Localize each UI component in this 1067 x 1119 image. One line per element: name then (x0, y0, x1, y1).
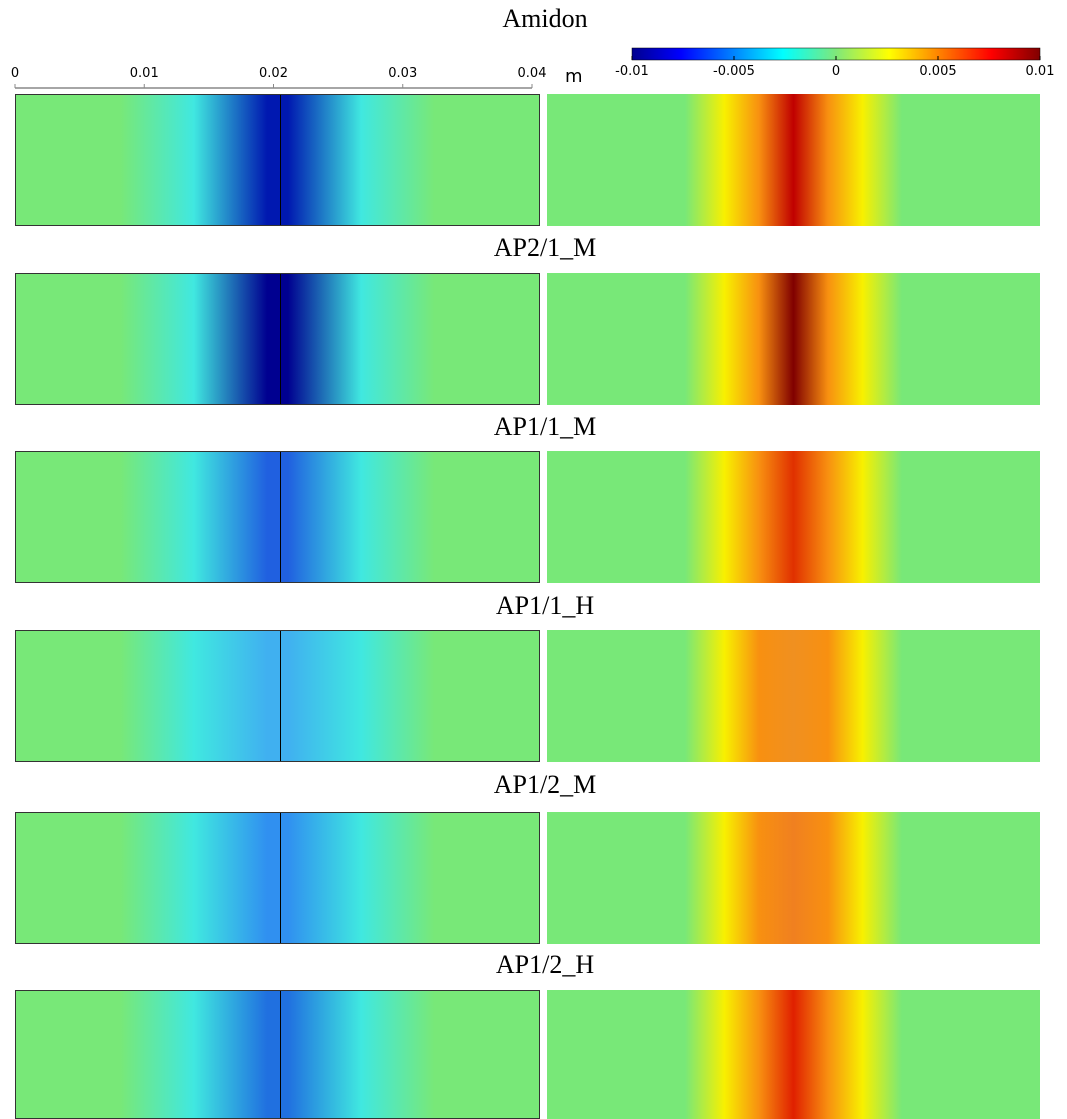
row-label: AP2/1_M (493, 233, 597, 262)
scale-tick-label: 0.01 (130, 66, 159, 81)
colorbar-tick-label: -0.005 (713, 64, 755, 79)
row-label: AP1/1_M (493, 412, 597, 441)
right-panel (547, 94, 1040, 226)
right-panel (547, 451, 1040, 583)
right-panel (547, 273, 1040, 405)
right-panel (547, 630, 1040, 762)
scale-tick-label: 0.02 (259, 66, 288, 81)
colorbar-tick-label: -0.01 (615, 64, 649, 79)
scale-tick-label: 0.04 (518, 66, 547, 81)
left-panel (15, 94, 540, 226)
row-label: AP1/2_H (495, 950, 595, 979)
scale-tick-label: 0 (11, 66, 19, 81)
right-panel (547, 812, 1040, 944)
left-panel (15, 990, 540, 1119)
scale-tick-label: 0.03 (388, 66, 417, 81)
figure-title: Amidon (502, 4, 588, 33)
scale-unit: m (565, 66, 583, 87)
colorbar-tick-label: 0.01 (1026, 64, 1055, 79)
colorbar-tick-label: 0 (832, 64, 840, 79)
colorbar-tick-label: 0.005 (919, 64, 956, 79)
axes: m 0 0.01 0.02 0.03 0.04 -0.01 -0.005 0 0.005 0.01 (11, 47, 1055, 89)
left-panel (15, 273, 540, 405)
left-panel (15, 451, 540, 583)
left-panel (15, 630, 540, 762)
row-label: AP1/2_M (493, 770, 597, 799)
left-panel (15, 812, 540, 944)
right-panel (547, 990, 1040, 1119)
row-label: AP1/1_H (495, 591, 595, 620)
